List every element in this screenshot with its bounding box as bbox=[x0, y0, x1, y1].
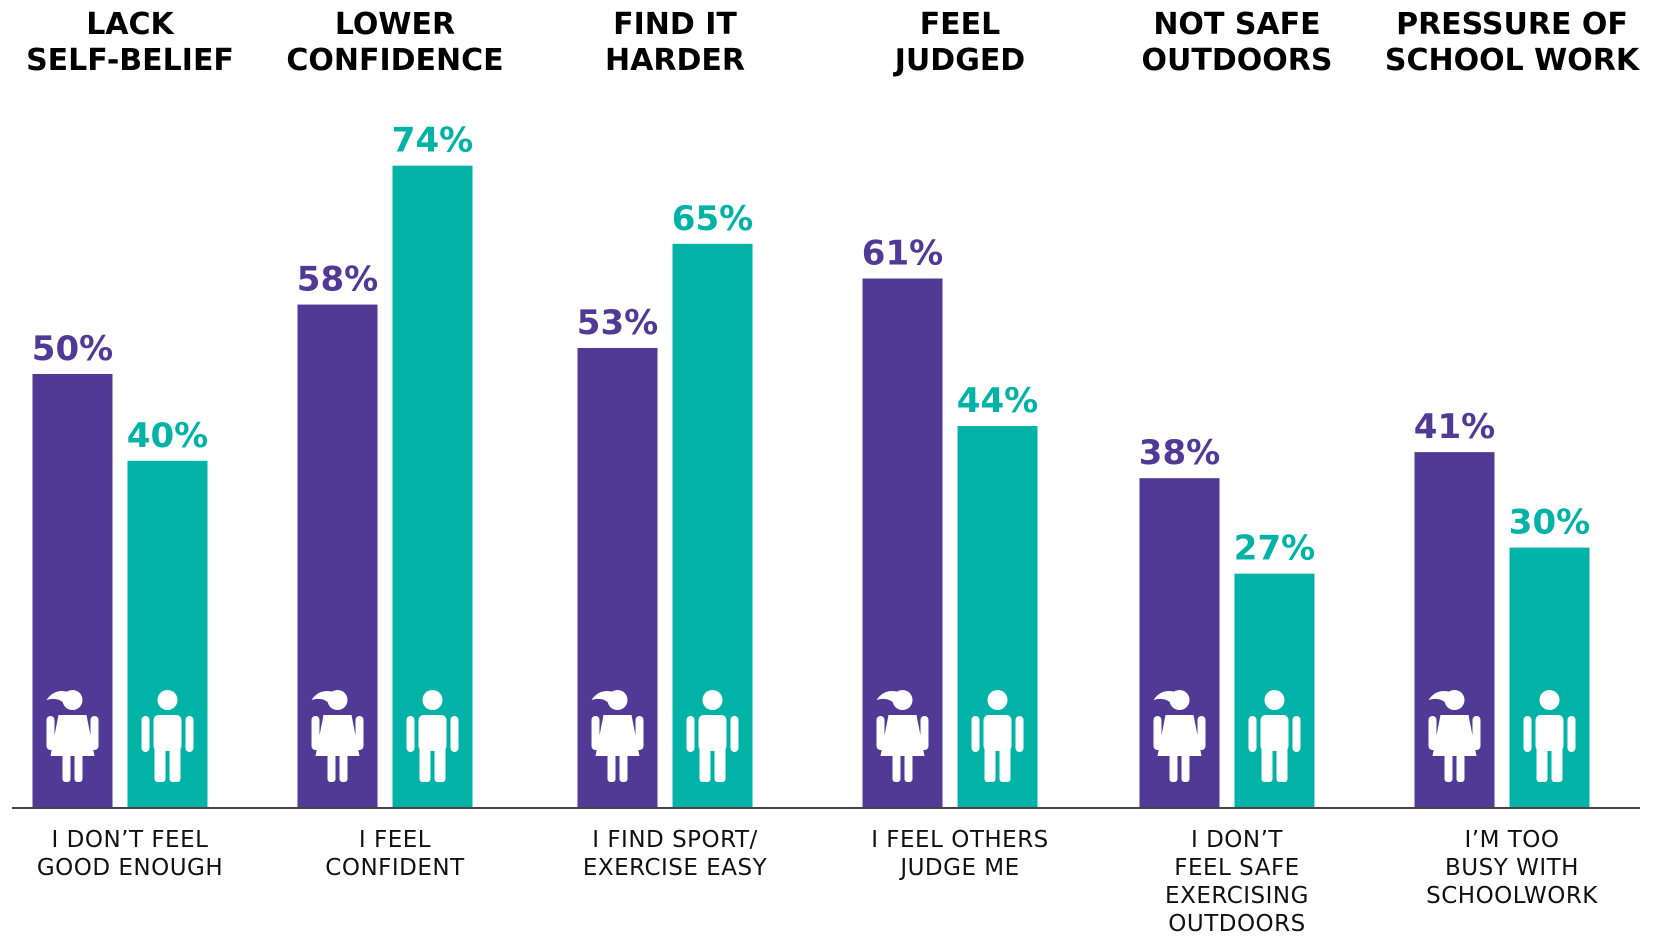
value-label: 58% bbox=[297, 260, 378, 300]
category-label-line: I’M TOO bbox=[1464, 827, 1559, 853]
category-label-line: CONFIDENT bbox=[325, 855, 465, 881]
category-label-line: I FEEL OTHERS bbox=[871, 827, 1049, 853]
value-label: 30% bbox=[1509, 503, 1590, 543]
girl-icon bbox=[1428, 690, 1481, 782]
boy-icon bbox=[971, 690, 1024, 782]
group-heading-line: CONFIDENCE bbox=[286, 43, 503, 78]
value-label: 44% bbox=[957, 381, 1038, 421]
girl-icon bbox=[591, 690, 644, 782]
boy-icon bbox=[406, 690, 459, 782]
category-label-line: I DON’T bbox=[1191, 827, 1283, 853]
bars bbox=[32, 165, 1590, 809]
person-icons bbox=[46, 690, 1576, 782]
category-label-line: JUDGE ME bbox=[898, 855, 1019, 881]
girl-icon bbox=[876, 690, 929, 782]
boys-bar bbox=[672, 243, 753, 809]
boys-bar bbox=[392, 165, 473, 808]
category-label-line: EXERCISING bbox=[1165, 883, 1309, 909]
value-label: 50% bbox=[32, 329, 113, 369]
group-heading-line: NOT SAFE bbox=[1153, 7, 1320, 42]
group-heading-line: SCHOOL WORK bbox=[1385, 43, 1641, 78]
boys-bar bbox=[1509, 547, 1590, 808]
boys-bar bbox=[127, 460, 208, 808]
group-heading-line: FIND IT bbox=[613, 7, 737, 42]
category-label-line: GOOD ENOUGH bbox=[37, 855, 223, 881]
value-label: 65% bbox=[672, 199, 753, 239]
girl-icon bbox=[46, 690, 99, 782]
group-heading-line: LACK bbox=[86, 7, 175, 42]
group-heading-line: SELF-BELIEF bbox=[26, 43, 234, 78]
boy-icon bbox=[141, 690, 194, 782]
girls-bar bbox=[1139, 478, 1220, 808]
category-label-line: I FIND SPORT/ bbox=[592, 827, 758, 853]
category-label-line: FEEL SAFE bbox=[1174, 855, 1299, 881]
group-heading-line: LOWER bbox=[335, 7, 455, 42]
girl-icon bbox=[1153, 690, 1206, 782]
girl-icon bbox=[311, 690, 364, 782]
category-label-line: EXERCISE EASY bbox=[583, 855, 768, 881]
category-label-line: I FEEL bbox=[359, 827, 431, 853]
boy-icon bbox=[1523, 690, 1576, 782]
category-label-line: BUSY WITH bbox=[1445, 855, 1579, 881]
boy-icon bbox=[686, 690, 739, 782]
value-label: 74% bbox=[392, 121, 473, 161]
category-label-line: SCHOOLWORK bbox=[1426, 883, 1598, 909]
value-label: 61% bbox=[862, 234, 943, 274]
value-label: 41% bbox=[1414, 407, 1495, 447]
group-heading-line: OUTDOORS bbox=[1142, 43, 1333, 78]
boy-icon bbox=[1248, 690, 1301, 782]
group-heading-line: PRESSURE OF bbox=[1396, 7, 1628, 42]
value-label: 40% bbox=[127, 416, 208, 456]
value-labels: 50% 58% 53% 61% 38% 41% 40% 74% 65% 44% 27% 30% bbox=[32, 121, 1590, 569]
group-heading-line: JUDGED bbox=[893, 43, 1025, 78]
value-label: 53% bbox=[577, 303, 658, 343]
value-label: 38% bbox=[1139, 433, 1220, 473]
value-label: 27% bbox=[1234, 529, 1315, 569]
group-heading-line: HARDER bbox=[605, 43, 745, 78]
category-label-line: I DON’T FEEL bbox=[52, 827, 209, 853]
category-label-line: OUTDOORS bbox=[1168, 911, 1306, 937]
group-heading-line: FEEL bbox=[920, 7, 1001, 42]
